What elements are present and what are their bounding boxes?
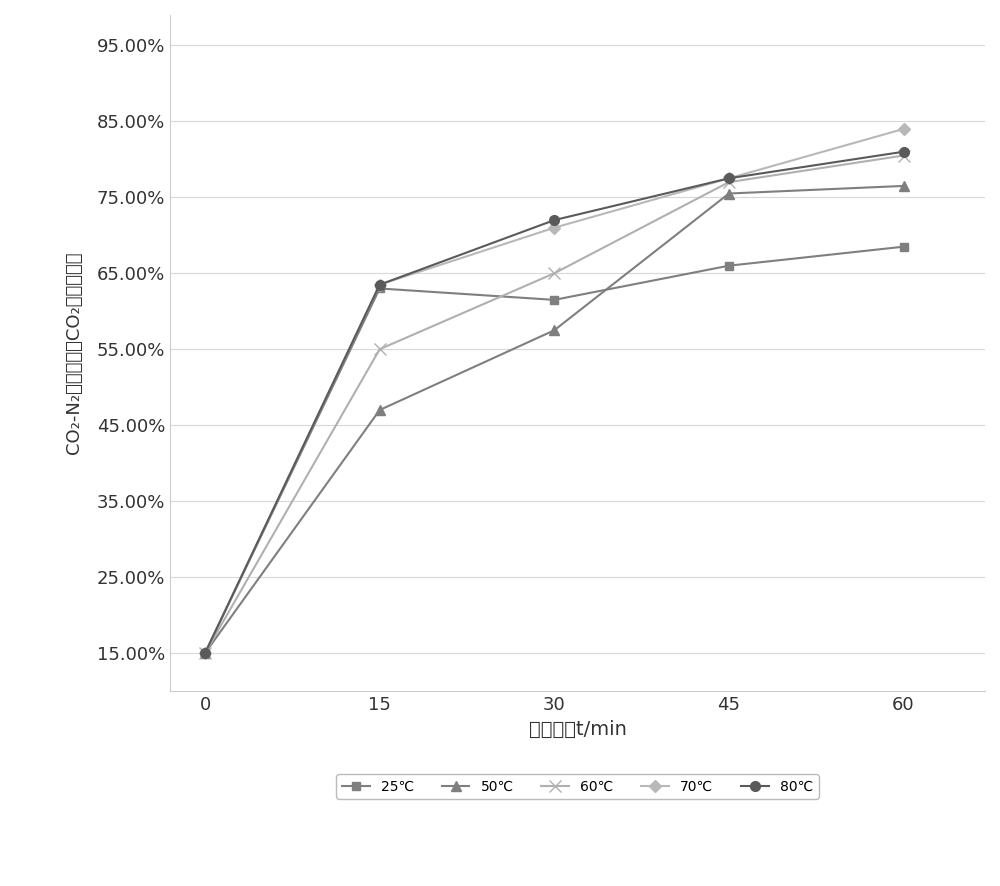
70℃ [723,173,735,183]
25℃ [199,648,211,658]
50℃ [898,181,910,191]
50℃ [548,325,560,336]
Line: 60℃: 60℃ [199,149,910,659]
80℃ [199,648,211,658]
80℃ [898,146,910,157]
60℃ [374,344,386,354]
50℃ [199,648,211,658]
50℃ [374,405,386,416]
X-axis label: 分离时间t/min: 分离时间t/min [529,719,627,739]
80℃ [723,173,735,183]
Line: 50℃: 50℃ [200,181,908,658]
Line: 70℃: 70℃ [201,125,908,657]
80℃ [548,214,560,225]
25℃ [898,241,910,252]
50℃ [723,188,735,198]
70℃ [898,124,910,135]
60℃ [723,177,735,188]
60℃ [548,268,560,278]
Legend: 25℃, 50℃, 60℃, 70℃, 80℃: 25℃, 50℃, 60℃, 70℃, 80℃ [336,774,819,799]
70℃ [548,222,560,233]
25℃ [548,294,560,305]
25℃ [723,260,735,271]
Line: 25℃: 25℃ [201,243,908,657]
25℃ [374,284,386,294]
60℃ [199,648,211,658]
Y-axis label: CO₂-N₂混合气体中CO₂浓度百分比: CO₂-N₂混合气体中CO₂浓度百分比 [65,252,83,455]
70℃ [374,279,386,290]
80℃ [374,279,386,290]
70℃ [199,648,211,658]
60℃ [898,151,910,161]
Line: 80℃: 80℃ [200,147,908,658]
